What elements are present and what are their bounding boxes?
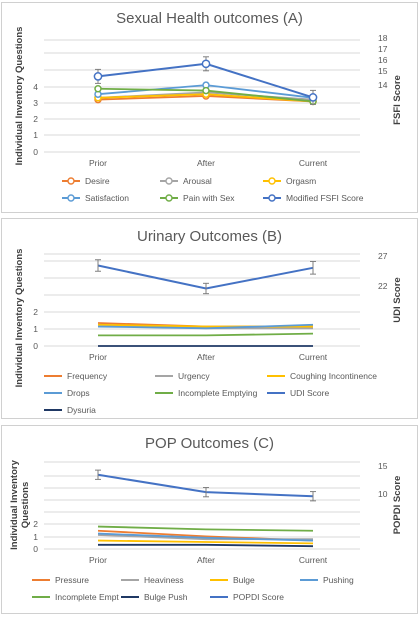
data-point	[308, 93, 318, 102]
chart-title: Sexual Health outcomes (A)	[116, 10, 303, 27]
legend-label: POPDI Score	[233, 592, 284, 602]
y-axis-title: Individual Inventory Questions	[14, 27, 25, 166]
chart-title: POP Outcomes (C)	[145, 435, 274, 452]
series-line	[97, 525, 314, 532]
legend-label: Heaviness	[144, 575, 184, 585]
legend-marker	[67, 177, 75, 185]
x-tick-label: After	[197, 352, 215, 362]
legend-label: Arousal	[183, 176, 212, 186]
legend-marker	[165, 177, 173, 185]
y-tick-label: 1	[33, 324, 38, 334]
legend-label: Incomplete Empt	[55, 592, 119, 602]
y-tick-label: 0	[33, 544, 38, 554]
data-point	[201, 59, 211, 69]
y-tick-label: 2	[33, 307, 38, 317]
legend-label: Pushing	[323, 575, 354, 585]
panel-a-frame	[1, 2, 418, 213]
x-tick-label: Prior	[89, 352, 107, 362]
y-tick-label: 4	[33, 82, 38, 92]
legend-label: Pressure	[55, 575, 89, 585]
y2-axis-title: UDI Score	[392, 277, 403, 322]
y2-axis-title: POPDI Score	[392, 476, 403, 535]
chart-title: Urinary Outcomes (B)	[137, 228, 282, 245]
y-axis-title: Individual Inventory Questions	[14, 249, 25, 388]
legend-label: Desire	[85, 176, 110, 186]
legend-label: Modified FSFI Score	[286, 193, 364, 203]
y-axis-title: Individual InventoryQuestions	[9, 459, 31, 549]
x-tick-label: After	[197, 158, 215, 168]
legend-marker	[268, 194, 276, 202]
series-line	[97, 539, 314, 545]
y2-tick-label: 10	[378, 489, 388, 499]
y-tick-label: 0	[33, 341, 38, 351]
x-tick-label: Current	[299, 158, 328, 168]
legend-label: Orgasm	[286, 176, 316, 186]
y2-tick-label: 15	[378, 66, 388, 76]
y2-tick-label: 27	[378, 251, 388, 261]
legend-marker	[67, 194, 75, 202]
y2-tick-label: 17	[378, 44, 388, 54]
legend-label: Dysuria	[67, 405, 96, 415]
y2-tick-label: 22	[378, 281, 388, 291]
legend-marker	[268, 177, 276, 185]
x-tick-label: After	[197, 555, 215, 565]
y-tick-label: 3	[33, 98, 38, 108]
data-point	[93, 72, 103, 81]
x-tick-label: Prior	[89, 158, 107, 168]
y-tick-label: 2	[33, 519, 38, 529]
data-point	[94, 85, 102, 93]
legend-label: Frequency	[67, 371, 108, 381]
series-line	[97, 532, 314, 542]
y2-tick-label: 18	[378, 33, 388, 43]
y2-tick-label: 15	[378, 461, 388, 471]
x-tick-label: Prior	[89, 555, 107, 565]
y-tick-label: 1	[33, 532, 38, 542]
legend-label: Satisfaction	[85, 193, 129, 203]
y-tick-label: 2	[33, 114, 38, 124]
x-tick-label: Current	[299, 352, 328, 362]
series-line	[98, 543, 314, 548]
series-line	[98, 332, 314, 337]
legend-label: Urgency	[178, 371, 210, 381]
y2-tick-label: 14	[378, 80, 388, 90]
legend-label: Incomplete Emptying	[178, 388, 258, 398]
x-tick-label: Current	[299, 555, 328, 565]
panel-b-frame	[1, 218, 418, 419]
panel-c-frame	[1, 425, 418, 614]
legend-label: Drops	[67, 388, 90, 398]
series-line	[97, 323, 314, 330]
y2-axis-title: FSFI Score	[392, 75, 403, 125]
legend-label: Pain with Sex	[183, 193, 235, 203]
legend-label: Bulge Push	[144, 592, 188, 602]
legend-label: Bulge	[233, 575, 255, 585]
data-point	[202, 86, 210, 95]
y-tick-label: 1	[33, 130, 38, 140]
legend-marker	[165, 194, 173, 202]
legend-label: UDI Score	[290, 388, 329, 398]
legend-label: Coughing Incontinence	[290, 371, 377, 381]
y2-tick-label: 16	[378, 55, 388, 65]
y-tick-label: 0	[33, 147, 38, 157]
